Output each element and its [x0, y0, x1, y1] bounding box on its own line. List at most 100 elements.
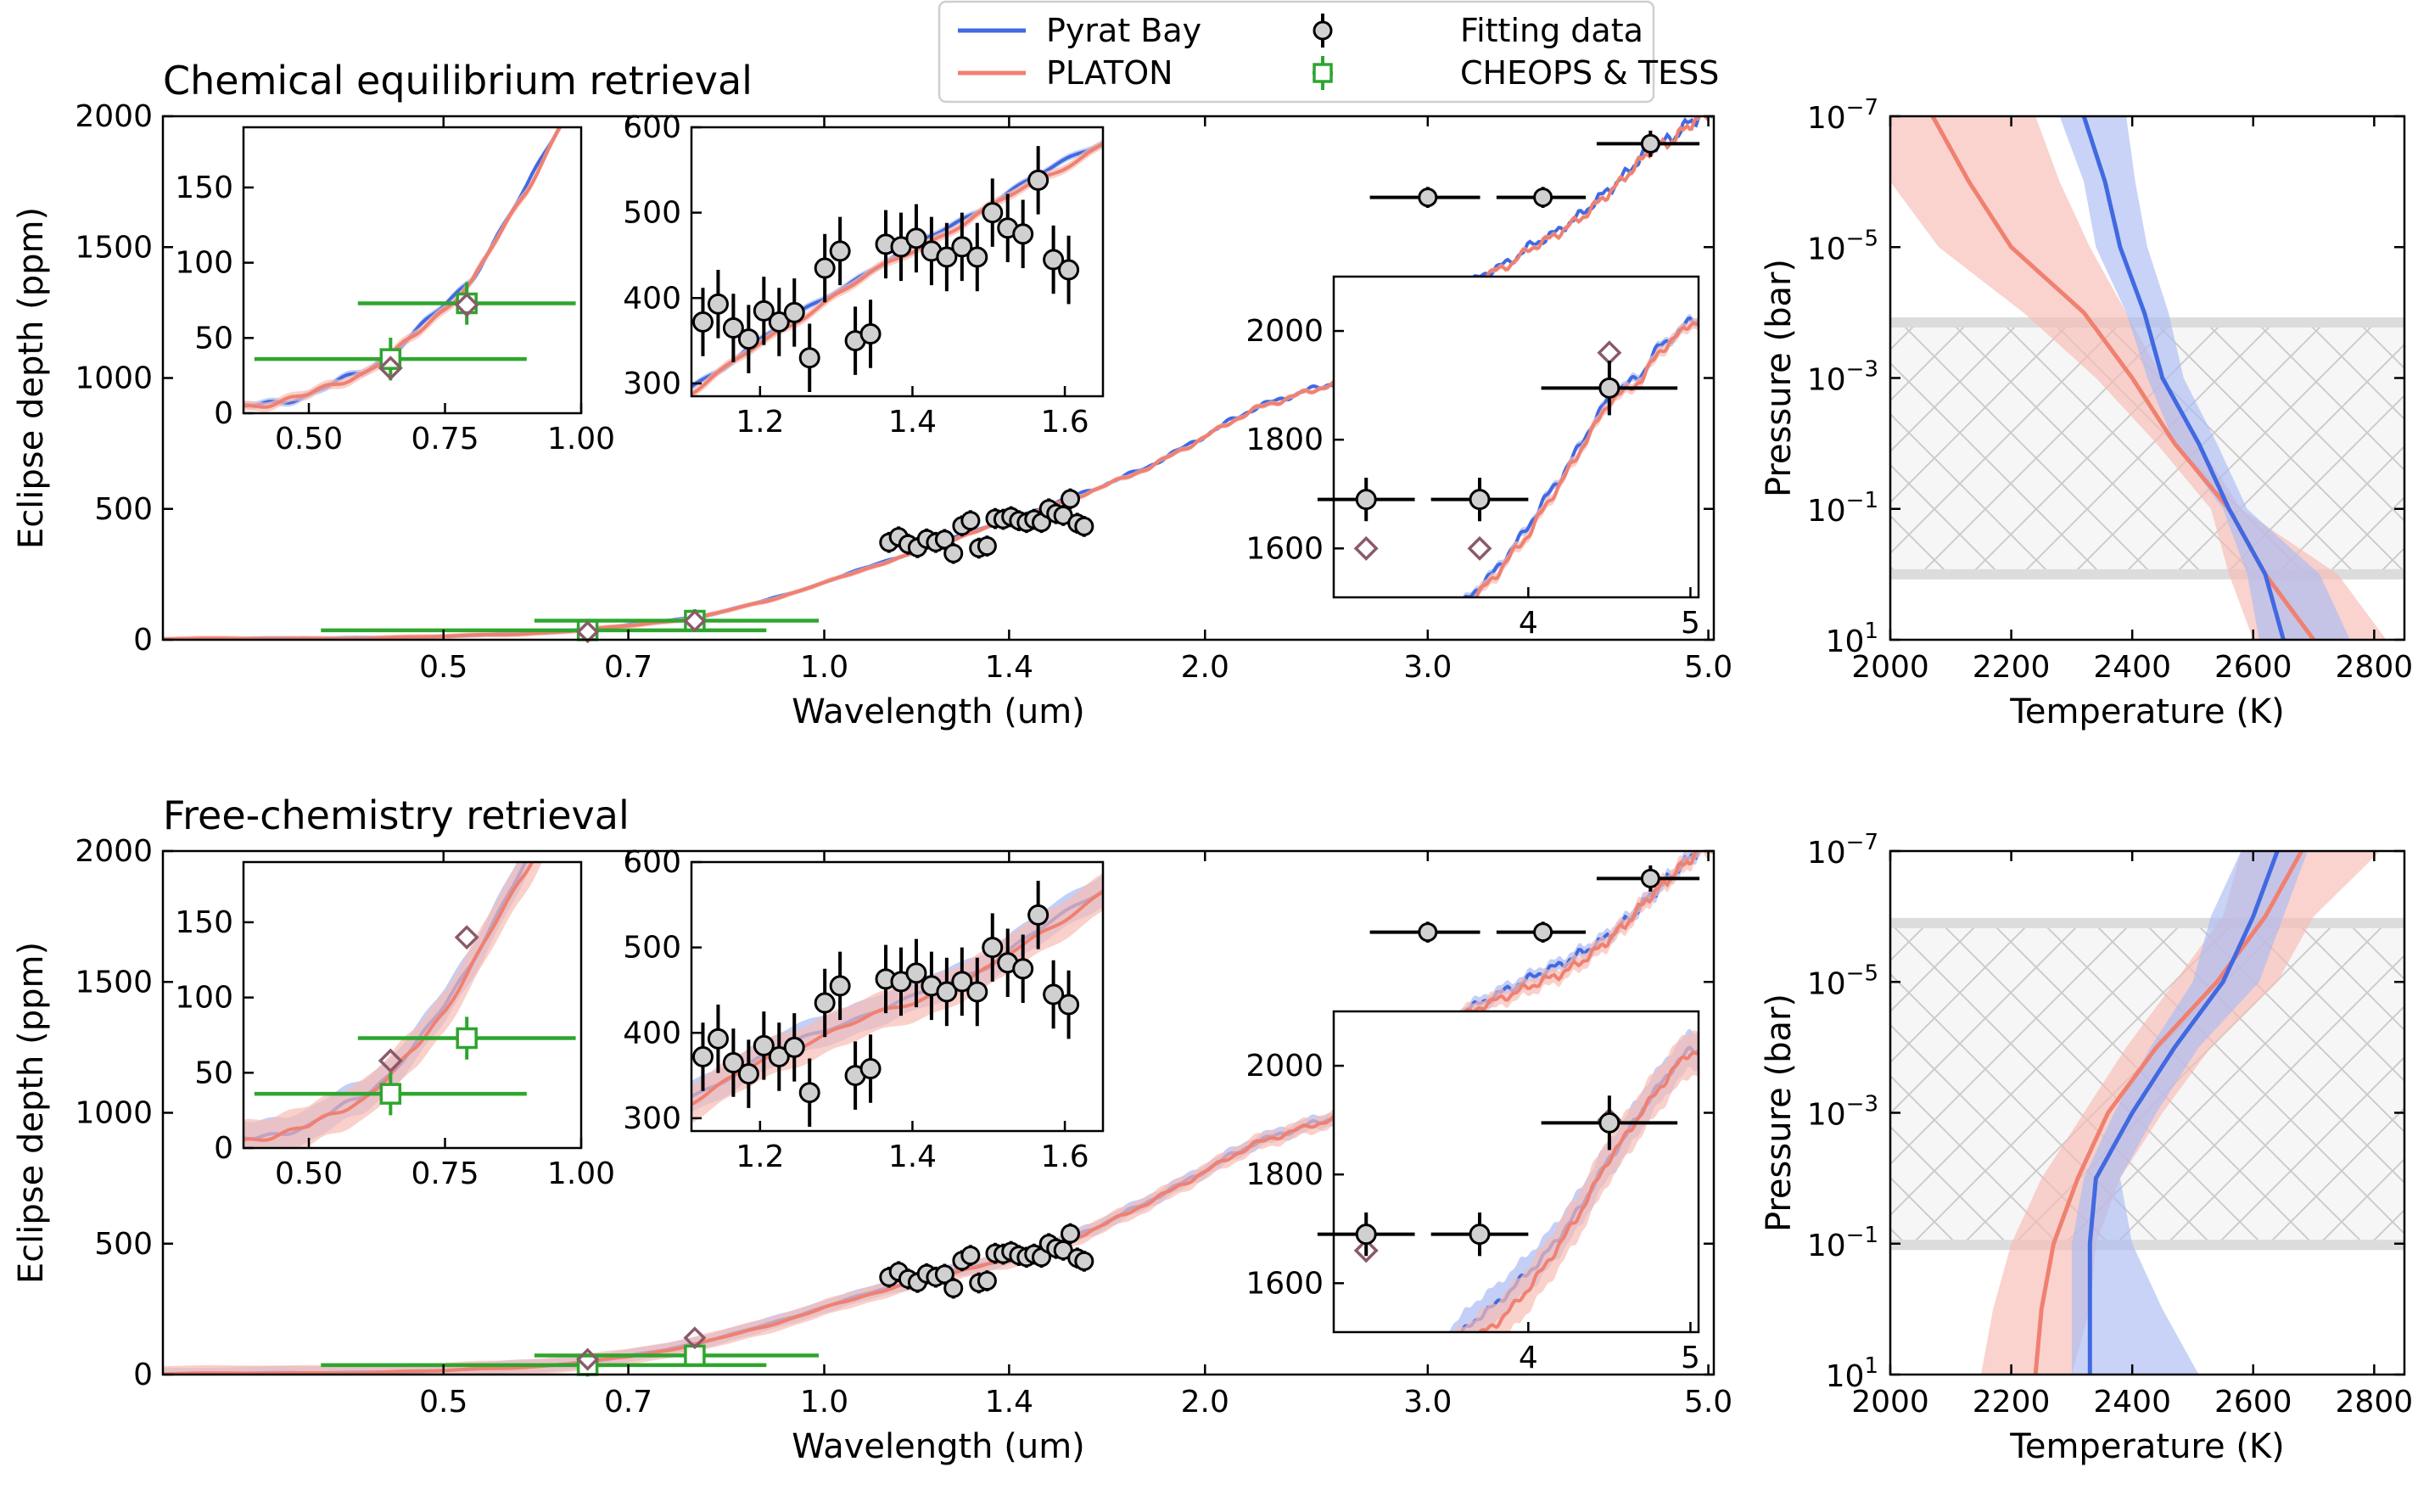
panel-title: Chemical equilibrium retrieval: [163, 58, 753, 104]
y-tick-label: 10−3: [1807, 357, 1878, 398]
inset-optical: 0.50 0.75 1.00 0 50 100 150: [175, 126, 615, 456]
pyratbay-tp-line: [2087, 851, 2280, 1375]
x-tick-label: 1.4: [985, 1385, 1033, 1420]
fitting-data-point: [1058, 994, 1080, 1016]
fitting-data-point: [982, 937, 1004, 959]
fitting-data-point: [798, 347, 820, 369]
platon-inset-line: [1474, 322, 1699, 597]
inset-frame: [690, 860, 1105, 1133]
y-tick-label: 2000: [75, 99, 153, 134]
fitting-data-point: [1533, 922, 1553, 943]
x-tick-label: 1.0: [800, 1385, 848, 1420]
free-spectrum-panel: 0.5 0.7 1.0 1.4 2.0 3.0 5.00500100015002000Wav…: [12, 792, 1732, 1466]
fitting-data-point: [722, 1051, 744, 1073]
fitting-data-point: [1012, 958, 1034, 980]
inset-background: [243, 127, 581, 413]
legend-square-swatch: [1313, 63, 1333, 83]
y-tick-label: 500: [94, 1227, 153, 1262]
x-tick-label: 2000: [1851, 1385, 1929, 1420]
x-tick-label: 0.75: [411, 422, 479, 456]
x-tick-label: 0.7: [604, 650, 652, 685]
x-tick-label: 0.75: [411, 1156, 479, 1191]
fitting-data-point: [1418, 188, 1438, 208]
x-tick-label: 2800: [2336, 650, 2414, 685]
fitting-data-point: [1598, 1112, 1620, 1134]
x-tick-label: 2.0: [1181, 650, 1229, 685]
y-tick-label: 10−5: [1807, 960, 1878, 1001]
y-tick-label: 101: [1826, 1353, 1878, 1394]
x-tick-label: 0.50: [275, 1156, 343, 1191]
legend-label: Pyrat Bay: [1046, 12, 1201, 49]
fitting-data-point: [1074, 1251, 1094, 1271]
x-tick-label: 5.0: [1684, 1385, 1732, 1420]
y-tick-label: 600: [623, 110, 681, 145]
x-tick-label: 1.2: [736, 405, 784, 440]
x-tick-label: 3.0: [1403, 650, 1452, 685]
model-band-diamond: [683, 609, 707, 633]
y-axis-label: Eclipse depth (ppm): [12, 942, 51, 1284]
y-tick-label: 150: [175, 171, 233, 205]
x-tick-label: 1.2: [736, 1140, 784, 1174]
fitting-data-point: [943, 543, 964, 563]
y-tick-label: 0: [133, 1358, 153, 1392]
y-tick-label: 50: [194, 321, 233, 356]
y-tick-label: 1500: [75, 965, 153, 1000]
inset-nir: 1.2 1.4 1.6 300 400 500 600: [623, 845, 1105, 1174]
fitting-data-point: [1058, 259, 1080, 281]
x-tick-label: 3.0: [1403, 1385, 1452, 1420]
fitting-data-point: [814, 992, 836, 1014]
fitting-data-point: [943, 1278, 964, 1298]
fitting-data-point: [977, 536, 997, 557]
tp-curves: [1890, 116, 2387, 640]
y-tick-label: 100: [175, 981, 233, 1016]
panel-title: Free-chemistry retrieval: [163, 792, 630, 838]
y-axis-label: Pressure (bar): [1760, 994, 1799, 1232]
fitting-data-point: [1640, 133, 1660, 154]
pyratbay-tp-band: [2071, 851, 2308, 1375]
free-tp-panel: 2000 2200 2400 2600 2800 10−7 10−5 10−3 10−1 101 T…: [1760, 830, 2413, 1466]
y-tick-label: 2000: [75, 834, 153, 869]
x-tick-label: 0.50: [275, 422, 343, 456]
fitting-data-point: [1012, 223, 1034, 245]
fitting-data-point: [951, 236, 973, 258]
y-tick-label: 600: [623, 845, 681, 880]
y-tick-label: 0: [214, 1131, 233, 1166]
fitting-data-point: [1533, 188, 1553, 208]
x-tick-label: 2600: [2214, 650, 2292, 685]
inset-background: [243, 862, 581, 1148]
cheops-tess-point: [379, 1083, 402, 1105]
y-tick-label: 10−3: [1807, 1092, 1878, 1133]
inset-model-curves: [243, 127, 563, 412]
legend-box: [938, 0, 1655, 104]
x-tick-label: 1.00: [547, 422, 615, 456]
fitting-data-point: [859, 323, 882, 345]
fitting-data-point: [1061, 1224, 1081, 1244]
fitting-data-point: [722, 316, 744, 339]
x-tick-label: 1.0: [800, 650, 848, 685]
x-tick-label: 1.4: [888, 405, 937, 440]
tp-curves: [1980, 851, 2381, 1375]
fitting-data-point: [753, 300, 775, 322]
fitting-data-point: [1469, 1224, 1491, 1246]
legend-item: PLATON: [958, 54, 1173, 92]
fitting-data-point: [982, 202, 1004, 224]
x-tick-label: 4: [1519, 606, 1538, 641]
cheops-tess-point: [456, 1027, 478, 1050]
y-tick-label: 500: [623, 196, 681, 231]
model-band-diamond: [454, 292, 479, 317]
inset-frame: [1332, 275, 1700, 599]
y-tick-label: 500: [623, 931, 681, 966]
inset-ir: 4 5 1600 1800 2000: [1245, 1010, 1700, 1375]
pyratbay-tp-line: [2081, 116, 2286, 640]
inset-frame: [1332, 1010, 1700, 1334]
fitting-data-point: [691, 311, 714, 333]
model-band-diamond: [378, 1048, 403, 1073]
x-tick-label: 0.7: [604, 1385, 652, 1420]
inset-frame: [242, 860, 583, 1150]
inset-frame: [242, 126, 583, 415]
y-tick-label: 101: [1826, 619, 1878, 659]
fitting-data-point: [1598, 377, 1620, 399]
y-tick-label: 10−1: [1807, 1223, 1878, 1263]
fitting-data-point: [691, 1045, 714, 1067]
